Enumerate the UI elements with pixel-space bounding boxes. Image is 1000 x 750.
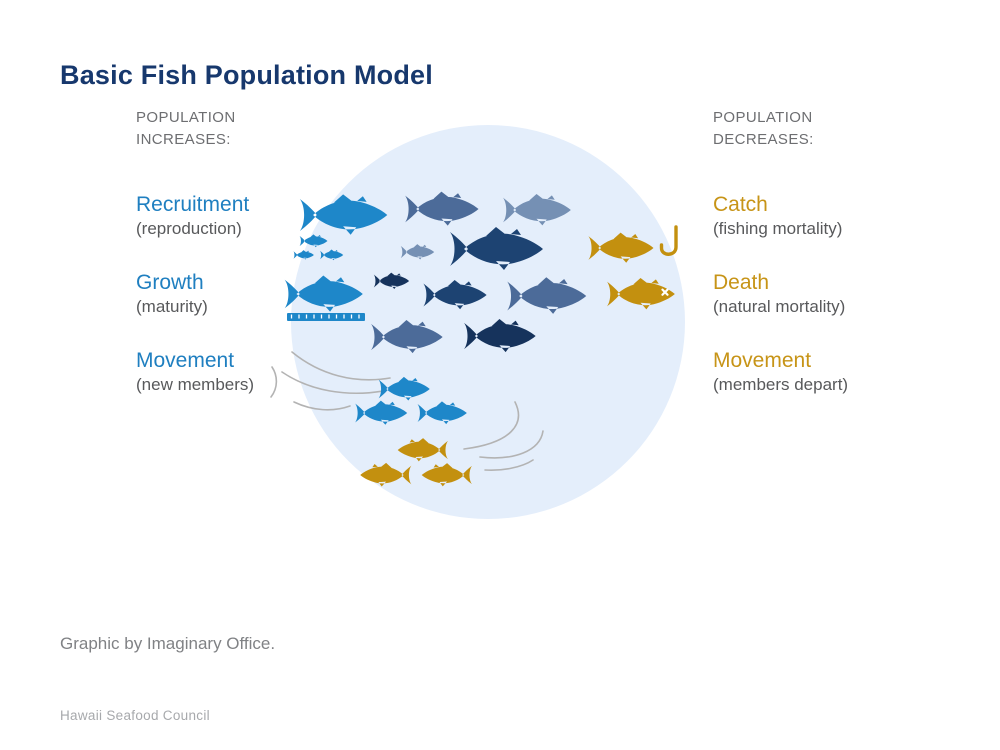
decreases-item-death: Death (natural mortality) [713,271,845,317]
term-label: Movement [713,349,812,372]
increases-panel: POPULATION INCREASES: Recruitment (repro… [136,107,336,417]
term-detail: (new members) [136,375,255,395]
heading-line: POPULATION [136,109,236,126]
decreases-item-catch: Catch (fishing mortality) [713,193,842,239]
term-detail: (fishing mortality) [713,219,843,239]
increases-item-growth: Growth (maturity) [136,271,208,317]
term-label: Movement [136,349,235,372]
increases-item-recruitment: Recruitment (reproduction) [136,193,249,239]
ocean-circle [291,125,685,519]
term-label: Recruitment [136,193,250,216]
fish-population [502,193,571,226]
ruler-icon [287,313,365,321]
term-label: Catch [713,193,768,216]
decreases-item-movement: Movement (members depart) [713,349,848,395]
increases-heading: POPULATION INCREASES: [136,107,336,151]
term-detail: (reproduction) [136,219,242,239]
decreases-heading: POPULATION DECREASES: [713,107,913,151]
fish-recruitment-juvenile [293,250,314,260]
fish-population [423,280,487,310]
fish-recruitment-juvenile [320,249,344,261]
fish-population [371,320,443,354]
term-label: Growth [136,271,204,294]
heading-line: POPULATION [713,109,813,126]
dead-fish [606,277,675,310]
term-detail: (natural mortality) [713,297,846,317]
decreases-panel: POPULATION DECREASES: Catch (fishing mor… [713,107,913,417]
term-detail: (members depart) [713,375,849,395]
water-current-icon [463,401,544,471]
fish-recruitment-juvenile [299,234,328,248]
fish-population [373,272,410,289]
fish-hook-icon [659,225,678,256]
org-text: Hawaii Seafood Council [60,708,210,723]
term-label: Death [713,271,770,294]
water-current-icon [270,351,391,411]
heading-line: INCREASES: [136,130,231,148]
fish-movement-in [417,401,467,425]
fish-population [400,244,435,260]
fish-movement-out [397,438,448,462]
x-eye-icon [661,288,669,296]
fish-movement-in [355,400,408,425]
page-title: Basic Fish Population Model [60,60,433,91]
heading-line: DECREASES: [713,130,814,148]
fish-population [507,277,587,314]
fish-movement-out [360,462,412,487]
fish-movement-in [378,376,430,401]
term-detail: (maturity) [136,297,208,317]
fish-layer [284,191,675,487]
fish-growth [284,275,363,312]
fish-population [450,227,543,270]
increases-item-movement: Movement (new members) [136,349,254,395]
fish-recruitment-adult [299,194,388,235]
fish-movement-out [421,463,472,487]
fish-population [405,191,479,226]
fish-catch [588,232,654,263]
credit-text: Graphic by Imaginary Office. [60,634,276,653]
fish-population [464,319,536,353]
